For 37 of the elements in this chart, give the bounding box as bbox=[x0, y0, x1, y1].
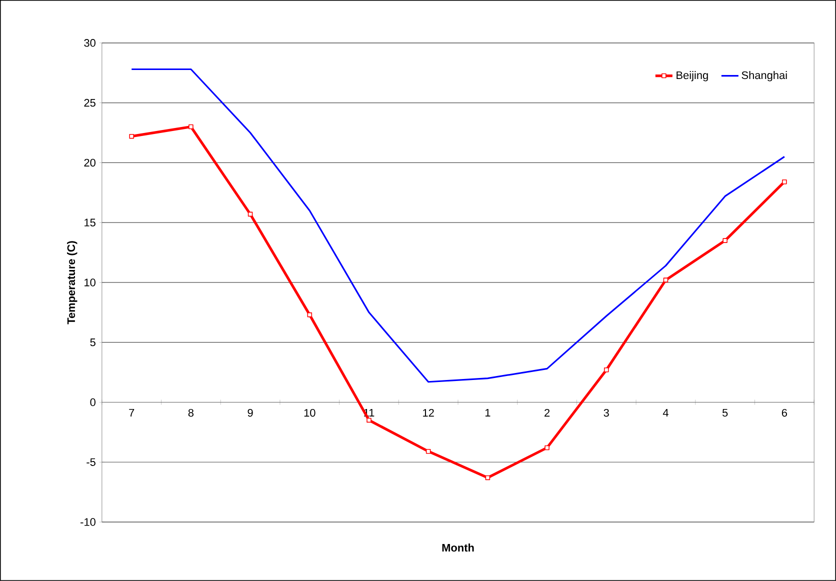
line-series bbox=[130, 68, 786, 383]
x-tick-label: 4 bbox=[662, 408, 668, 417]
x-tick-label: 12 bbox=[423, 408, 434, 417]
point bbox=[485, 475, 490, 480]
point bbox=[782, 179, 787, 184]
point bbox=[426, 448, 431, 454]
x-tick-label: 2 bbox=[544, 408, 550, 417]
y-tick-label: 0 bbox=[90, 398, 96, 406]
point bbox=[188, 124, 194, 130]
y-tick-label: -10 bbox=[80, 518, 96, 526]
x-tick-label: 8 bbox=[188, 408, 194, 417]
y-tick-label: 10 bbox=[84, 278, 96, 286]
point bbox=[544, 445, 550, 450]
point bbox=[366, 418, 372, 423]
x-tick-label: 7 bbox=[129, 408, 134, 417]
y-tick-label: 15 bbox=[84, 218, 96, 226]
legend-label: Beijing bbox=[676, 71, 708, 82]
point bbox=[248, 212, 253, 217]
legend-label: Shanghai bbox=[742, 71, 787, 82]
x-axis-title: Month bbox=[442, 544, 474, 552]
x-tick-label: 10 bbox=[304, 408, 316, 417]
point bbox=[722, 238, 728, 243]
y-tick-label: 25 bbox=[84, 98, 96, 107]
point bbox=[663, 278, 668, 282]
x-tick-label: 9 bbox=[248, 408, 253, 417]
y-tick-label: 5 bbox=[90, 338, 96, 346]
y-tick-label: 30 bbox=[84, 39, 96, 47]
y-tick-label: -5 bbox=[86, 458, 96, 466]
x-tick-label: 5 bbox=[722, 408, 728, 417]
y-tick-label: 20 bbox=[84, 158, 96, 167]
y-axis-title: Temperature (C) bbox=[67, 241, 78, 324]
x-tick-label: 6 bbox=[782, 408, 787, 417]
x-tick-label: 3 bbox=[604, 408, 609, 417]
x-tick-label: 1 bbox=[485, 408, 490, 417]
point bbox=[604, 368, 609, 372]
point bbox=[307, 312, 312, 318]
point bbox=[129, 134, 134, 139]
